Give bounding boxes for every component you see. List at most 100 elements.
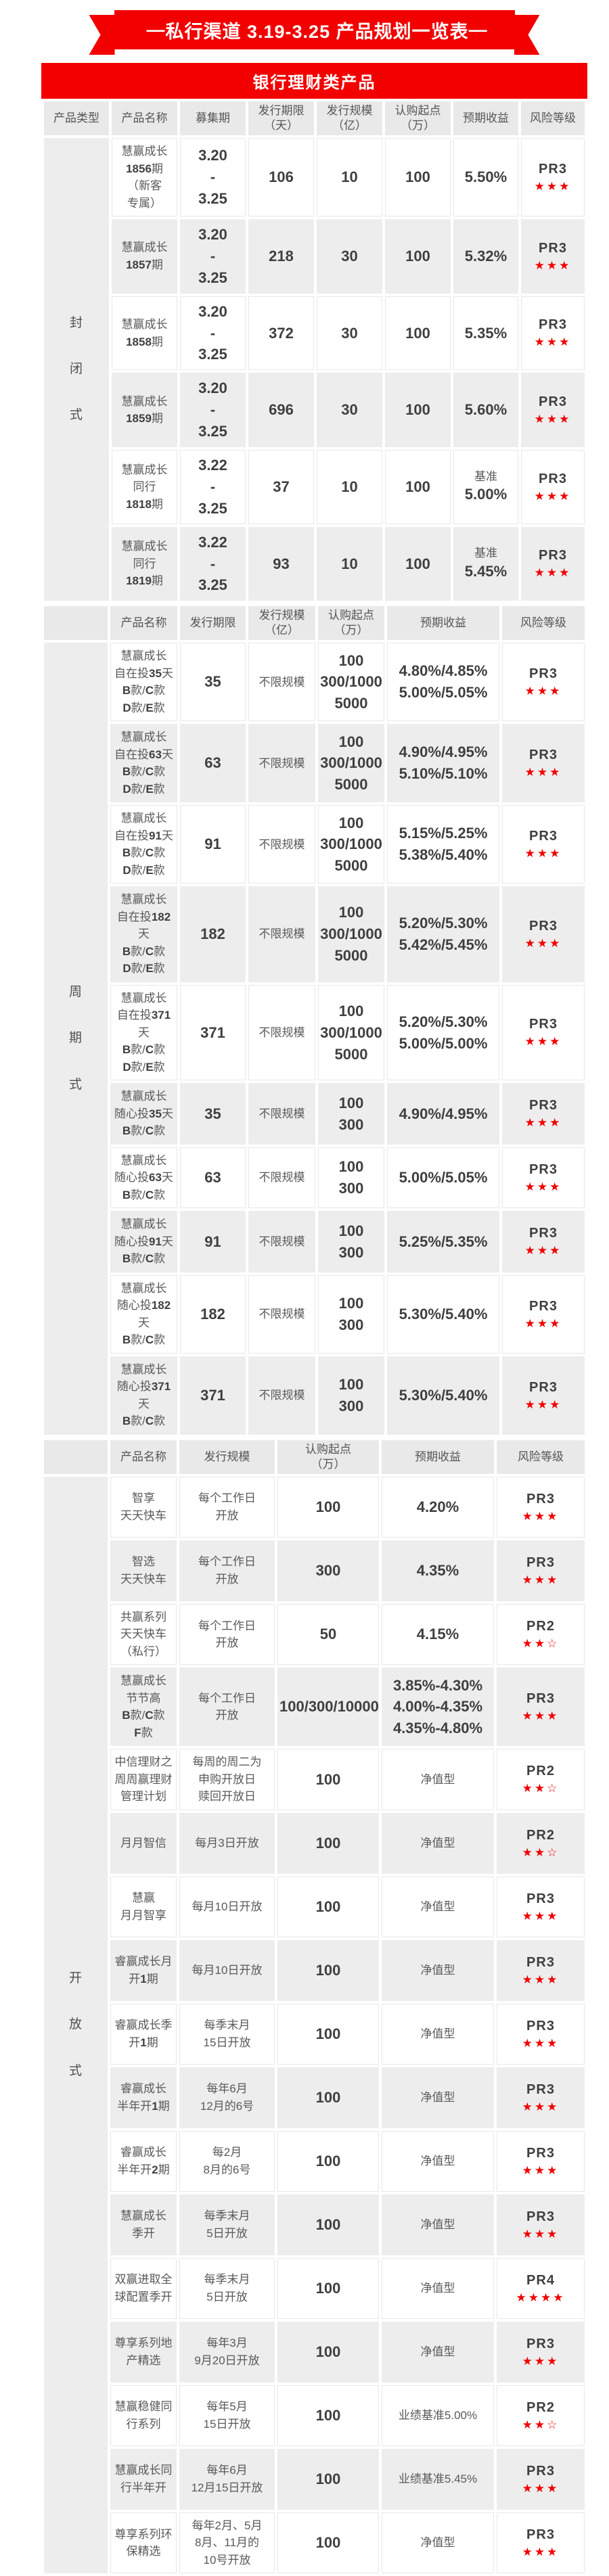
ribbon-right-tail-icon xyxy=(514,15,540,55)
expected-yield-cell: 5.35% xyxy=(453,296,518,371)
expected-yield-cell: 净值型 xyxy=(382,1749,494,1810)
risk-grade-label: PR3 xyxy=(529,666,558,682)
product-name-cell: 慧赢成长 1857期 xyxy=(112,219,177,294)
risk-stars-icon: ★★★ xyxy=(522,2545,560,2558)
product-table-open: 产品名称 发行规模 认购起点 （万） 预期收益 风险等级开 放 式智享 天天快车 每个工作… xyxy=(41,1438,587,2576)
risk-grade-label: PR3 xyxy=(539,548,567,564)
risk-grade-label: PR3 xyxy=(539,317,567,333)
expected-yield-cell: 净值型 xyxy=(382,2067,494,2128)
risk-grade-label: PR3 xyxy=(529,1226,558,1241)
expected-yield-cell: 5.60% xyxy=(453,373,518,448)
risk-level-cell: PR2 ★★☆ xyxy=(497,1812,585,1874)
header-issue-scale: 发行规模 （亿） xyxy=(317,101,382,135)
raise-period-cell: 3.22 - 3.25 xyxy=(180,450,246,524)
header-expected-yield: 预期收益 xyxy=(387,606,499,641)
min-subscription-cell: 300 xyxy=(277,1540,379,1601)
risk-level-cell: PR3 ★★★ xyxy=(502,1147,585,1209)
table-row: 睿赢成长 半年开1期 每年6月 12月的6号 100 净值型 PR3 ★★★ xyxy=(44,2067,585,2128)
risk-level-cell: PR3 ★★★ xyxy=(502,724,585,803)
issue-scale-cell: 每月10日开放 xyxy=(179,1876,275,1937)
risk-level-cell: PR3 ★★★ xyxy=(521,296,585,371)
issue-scale-cell: 每年3月 9月20日开放 xyxy=(179,2321,275,2383)
min-subscription-cell: 100 300/1000 5000 xyxy=(318,724,384,803)
risk-level-cell: PR3 ★★★ xyxy=(502,1083,585,1145)
min-subscription-cell: 100 xyxy=(385,219,451,294)
product-name-cell: 中信理财之 周周赢理财 管理计划 xyxy=(110,1749,177,1810)
risk-stars-icon: ★★★ xyxy=(534,336,572,349)
issue-term-cell: 35 xyxy=(180,643,246,722)
table-row: 开 放 式智享 天天快车 每个工作日 开放 100 4.20% PR3 ★★★ xyxy=(44,1476,585,2574)
issue-scale-cell: 每季末月 15日开放 xyxy=(179,2003,275,2065)
risk-stars-icon: ★★★ xyxy=(524,1035,562,1049)
min-subscription-cell: 100 300/1000 5000 xyxy=(318,886,384,982)
risk-level-cell: PR3 ★★★ xyxy=(521,526,585,601)
risk-level-cell: PR2 ★★☆ xyxy=(497,1749,585,1810)
raise-period-cell: 3.22 - 3.25 xyxy=(180,526,246,601)
expected-yield-cell: 5.15%/5.25% 5.38%/5.40% xyxy=(387,805,499,884)
section-type-label: 开 放 式 xyxy=(44,1476,108,2574)
issue-scale-cell: 每年6月 12月15日开放 xyxy=(179,2448,275,2510)
header-risk-level: 风险等级 xyxy=(497,1440,585,1474)
expected-yield-cell: 业绩基准5.45% xyxy=(382,2448,494,2510)
risk-level-cell: PR3 ★★★ xyxy=(521,450,585,524)
min-subscription-cell: 100 xyxy=(385,526,451,601)
risk-level-cell: PR3 ★★★ xyxy=(497,2194,585,2255)
issue-scale-cell: 30 xyxy=(317,296,382,371)
issue-scale-cell: 10 xyxy=(317,138,382,216)
risk-level-cell: PR3 ★★★ xyxy=(521,138,585,216)
min-subscription-cell: 100 300/1000 5000 xyxy=(318,643,384,722)
expected-yield-cell: 5.50% xyxy=(453,138,518,216)
risk-grade-label: PR3 xyxy=(526,1891,555,1906)
risk-grade-label: PR3 xyxy=(526,2527,555,2542)
header-expected-yield: 预期收益 xyxy=(382,1440,494,1474)
table-row: 慧赢成长同 行半年开 每年6月 12月15日开放 100 业绩基准5.45% PR3 ★★… xyxy=(44,2448,585,2510)
product-name-cell: 慧赢成长同 行半年开 xyxy=(110,2448,177,2510)
risk-stars-icon: ★★★ xyxy=(534,412,572,426)
title-right-dash: — xyxy=(468,19,488,40)
risk-level-cell: PR3 ★★★ xyxy=(502,643,585,722)
expected-yield-cell: 4.90%/4.95% xyxy=(387,1083,499,1145)
product-tables: 产品类型 产品名称 募集期 发行期限 （天） 发行规模 （亿） 认购起点 （万） 预期收益风… xyxy=(41,99,587,2576)
risk-grade-label: PR3 xyxy=(526,2209,555,2224)
risk-stars-icon: ★★★ xyxy=(522,2100,560,2113)
product-name-cell: 慧赢成长 随心投91天 B款/C款 xyxy=(110,1211,177,1272)
risk-stars-icon: ★★★ xyxy=(534,179,572,193)
issue-scale-cell: 每年2月、5月 8月、11月的 10号开放 xyxy=(179,2512,275,2574)
risk-stars-icon: ★★★ xyxy=(524,1316,562,1330)
product-name-cell: 慧赢 月月智享 xyxy=(110,1876,177,1937)
risk-grade-label: PR2 xyxy=(526,2399,555,2415)
product-name-cell: 睿赢成长月 开1期 xyxy=(110,1939,177,2001)
product-name-cell: 慧赢成长 随心投371天 B款/C款 xyxy=(110,1356,177,1435)
expected-yield-cell: 5.30%/5.40% xyxy=(387,1274,499,1354)
expected-yield-cell: 5.25%/5.35% xyxy=(387,1211,499,1272)
risk-level-cell: PR3 ★★★ xyxy=(502,805,585,884)
risk-level-cell: PR3 ★★★ xyxy=(497,1668,585,1747)
issue-term-cell: 63 xyxy=(180,1147,246,1209)
risk-level-cell: PR3 ★★★ xyxy=(497,2448,585,2510)
product-name-cell: 尊享系列环 保精选 xyxy=(110,2512,177,2574)
risk-grade-label: PR3 xyxy=(539,394,567,409)
risk-grade-label: PR3 xyxy=(539,240,567,256)
issue-scale-cell: 不限规模 xyxy=(248,1147,315,1209)
min-subscription-cell: 100 xyxy=(277,2385,379,2446)
header-risk-level: 风险等级 xyxy=(521,101,585,135)
expected-yield-cell: 净值型 xyxy=(382,1812,494,1874)
raise-period-cell: 3.20 - 3.25 xyxy=(180,373,246,448)
risk-grade-label: PR3 xyxy=(526,2336,555,2351)
section-type-label: 周 期 式 xyxy=(44,643,108,1435)
issue-term-days-cell: 106 xyxy=(248,138,314,216)
header-issue-scale: 发行规模 （亿） xyxy=(248,606,315,641)
risk-grade-label: PR3 xyxy=(529,748,558,763)
product-name-cell: 慧赢成长 自在投371天 B款/C款 D款/E款 xyxy=(110,984,177,1081)
risk-stars-icon: ★★★ xyxy=(534,489,572,503)
risk-level-cell: PR3 ★★★ xyxy=(521,219,585,294)
risk-stars-icon: ★★★ xyxy=(524,685,562,698)
risk-level-cell: PR3 ★★★ xyxy=(497,1939,585,2001)
risk-grade-label: PR3 xyxy=(529,1379,558,1395)
expected-yield-cell: 4.90%/4.95% 5.10%/5.10% xyxy=(387,724,499,803)
product-name-cell: 慧赢成长 随心投182天 B款/C款 xyxy=(110,1274,177,1354)
min-subscription-cell: 100 xyxy=(385,373,451,448)
issue-term-days-cell: 37 xyxy=(248,450,314,524)
risk-grade-label: PR3 xyxy=(526,1954,555,1970)
